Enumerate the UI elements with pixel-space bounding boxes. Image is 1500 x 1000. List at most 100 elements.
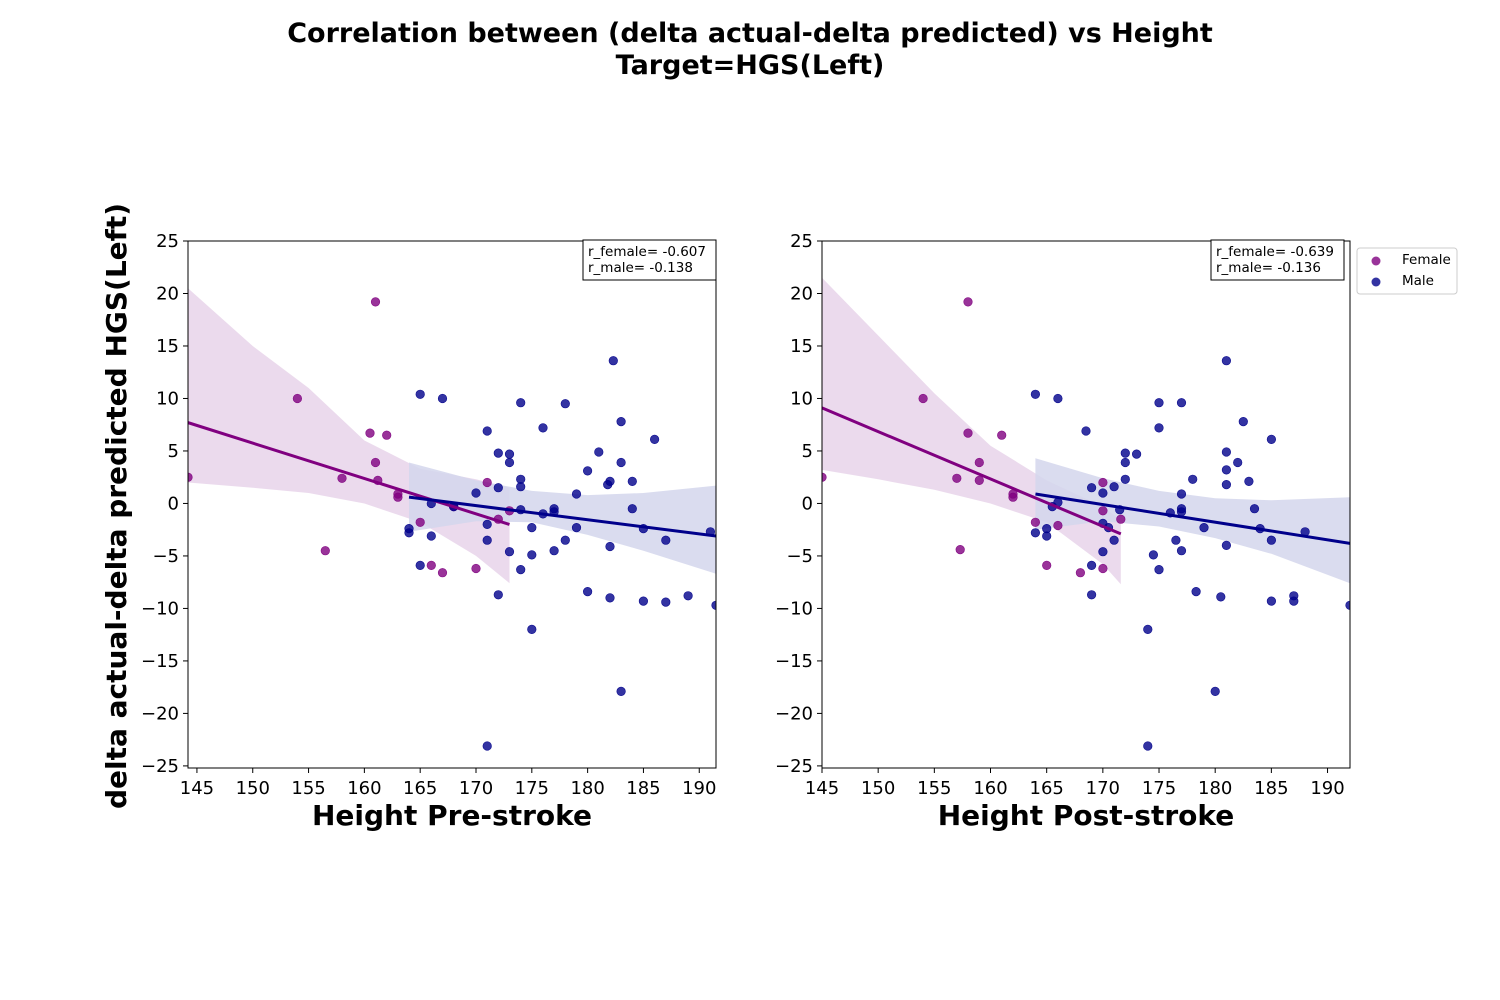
data-point-female [952,473,962,483]
data-point-male [1120,448,1130,458]
x-tick-label: 180 [570,778,604,799]
data-point-male [1030,389,1040,399]
data-point-male [482,426,492,436]
x-tick-label: 145 [805,778,839,799]
data-point-male [1086,560,1097,571]
regression-line-female [822,406,1122,536]
data-point-male [493,448,503,458]
data-point-male [1143,741,1153,751]
data-point-male [627,504,637,514]
y-tick-label: 10 [790,388,813,409]
x-tick-label: 155 [291,778,325,799]
data-point-female [1098,506,1108,516]
data-point-male [711,600,716,610]
data-point-male [1176,489,1187,499]
panel-post-stroke: 145 150 155 160 165 170 175 180 185 190 25 20 15 10 5 0… [775,231,1351,832]
plot-area [822,277,1350,751]
data-point-female [482,477,492,488]
x-tick-label: 185 [1254,778,1288,799]
data-point-male [538,423,548,433]
data-point-male [516,564,526,575]
data-point-male [426,531,436,541]
y-tick-label: 25 [790,231,813,252]
axes-frame [187,240,717,769]
data-point-male [1266,434,1276,445]
y-tick-label: −5 [152,546,179,567]
axes-frame [821,240,1351,769]
chart-subtitle: Target=HGS(Left) [616,50,885,81]
data-point-male [549,546,559,556]
data-point-female [1075,568,1085,578]
data-point-male [493,483,503,493]
x-axis-label: Height Pre-stroke [312,799,592,832]
x-axis-label: Height Post-stroke [938,799,1235,832]
data-point-female [370,297,381,307]
regression-line-male [1035,492,1350,545]
x-tick-label: 160 [973,778,1007,799]
x-tick-label: 160 [347,778,381,799]
x-tick-label: 165 [1030,778,1064,799]
x-tick-label: 150 [236,778,270,799]
y-tick-label: 0 [168,493,179,514]
x-tick-label: 185 [626,778,660,799]
data-point-male [504,457,515,468]
data-point-male [1131,449,1142,459]
data-point-male [1154,398,1164,408]
data-point-female [188,472,193,482]
data-point-female [1030,517,1040,527]
legend-marker-female [1371,256,1381,266]
data-point-male [516,398,526,408]
data-point-male [1266,535,1276,545]
data-point-male [1221,480,1231,490]
y-tick-label: −10 [141,598,179,619]
panel-pre-stroke: 145 150 155 160 165 170 175 180 185 190 25 20 15 10 5 0… [141,231,717,832]
y-tick-label: 15 [790,336,813,357]
correlation-box [1210,239,1345,281]
data-point-male [1086,590,1097,600]
y-tick-label: 15 [156,336,179,357]
x-tick-label: 170 [459,778,493,799]
y-tick-label: −25 [141,756,179,777]
data-point-male [1154,564,1164,575]
data-point-male [404,528,414,538]
data-point-male [1216,592,1226,602]
data-point-female [382,430,392,440]
chart-title: Correlation between (delta actual-delta … [287,18,1213,49]
r-male-label: r_male= -0.136 [1216,260,1321,276]
data-point-female [1116,514,1126,524]
data-point-female [370,457,381,468]
data-point-female [974,475,984,486]
data-point-male [1266,596,1276,606]
data-point-male [1176,398,1187,408]
data-point-female [437,568,448,578]
data-point-female [292,393,303,404]
data-point-male [616,457,626,468]
data-point-male [683,591,693,601]
y-tick-label: 0 [802,493,813,514]
data-point-male [627,476,637,487]
data-point-male [482,535,492,545]
data-point-male [1148,550,1158,560]
data-point-male [1030,528,1040,538]
data-point-male [527,624,537,635]
data-point-male [415,560,425,571]
data-point-female [918,393,928,404]
data-point-male [1143,624,1153,635]
data-point-female [1098,563,1108,574]
data-point-male [1210,686,1220,697]
data-point-male [1053,393,1063,404]
data-point-female [1053,520,1063,531]
data-point-female [320,546,330,556]
data-point-male [608,356,618,366]
data-point-male [1221,465,1231,475]
y-tick-label: 5 [802,441,813,462]
data-point-male [493,590,503,600]
data-point-male [560,399,570,409]
data-point-male [471,488,481,498]
data-point-male [605,541,615,552]
data-point-male [1120,474,1130,484]
data-point-male [1154,423,1164,433]
data-point-male [1086,483,1097,493]
data-point-male [1109,482,1119,492]
data-point-male [504,547,515,557]
